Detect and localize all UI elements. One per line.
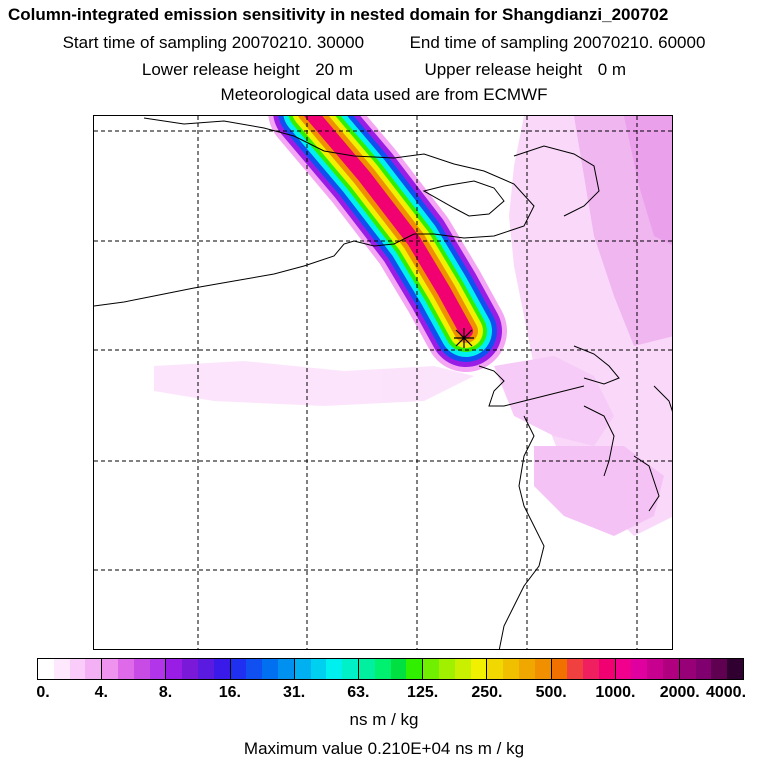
colorbar-segment — [598, 659, 615, 679]
colorbar-tick-label: 31. — [282, 684, 306, 701]
colorbar-segment — [374, 659, 391, 679]
receptor-star-marker — [454, 328, 474, 348]
colorbar-segment — [246, 659, 263, 679]
colorbar-segment — [293, 659, 311, 679]
colorbar-tick-label: 4000. — [705, 684, 747, 701]
colorbar-segment — [614, 659, 632, 679]
sampling-times: Start time of sampling 20070210. 30000 E… — [0, 33, 768, 53]
colorbar-segment — [117, 659, 134, 679]
colorbar-segment — [438, 659, 455, 679]
lower-label: Lower release height — [141, 60, 300, 79]
colorbar-segment — [357, 659, 375, 679]
colorbar-segment — [101, 659, 118, 679]
colorbar-tick-label: 125. — [407, 684, 439, 701]
colorbar-segment — [326, 659, 343, 679]
colorbar-segment — [38, 659, 54, 679]
colorbar-segment — [631, 659, 648, 679]
colorbar-segment — [711, 659, 728, 679]
colorbar-segment — [342, 659, 358, 679]
colorbar-tick-label: 2000. — [659, 684, 700, 701]
grid — [94, 116, 672, 649]
colorbar-tick-label: 16. — [218, 684, 241, 701]
colorbar-ticks: 0. 4. 8. 16. 31. 63. 125. 250. 500. 1000. 2000. 400… — [0, 684, 768, 704]
colorbar-segment — [197, 659, 214, 679]
start-value: 20070210. 30000 — [231, 33, 365, 52]
colorbar-segment — [229, 659, 247, 679]
colorbar-segment — [663, 659, 679, 679]
plume — [268, 116, 507, 372]
colorbar-segment — [454, 659, 471, 679]
colorbar-tick-label: 4. — [94, 684, 108, 701]
colorbar-segment — [678, 659, 696, 679]
colorbar-segment — [85, 659, 102, 679]
met-data-line: Meteorological data used are from ECMWF — [220, 85, 548, 104]
colorbar-segment — [647, 659, 664, 679]
colorbar-segment — [503, 659, 519, 679]
colorbar-tick-label: 8. — [158, 684, 173, 701]
colorbar-tick-label: 0. — [36, 684, 50, 701]
colorbar-segment — [165, 659, 183, 679]
map-canvas — [94, 116, 672, 649]
end-value: 20070210. 60000 — [573, 33, 706, 52]
colorbar-segment — [262, 659, 278, 679]
colorbar-tick-label: 1000. — [595, 684, 636, 701]
upper-value: 0 m — [597, 60, 627, 79]
lower-value: 20 m — [315, 60, 353, 79]
figure-title: Column-integrated emission sensitivity i… — [8, 5, 669, 24]
colorbar-tick-label: 250. — [471, 684, 503, 701]
colorbar-segment — [550, 659, 568, 679]
colorbar-segment — [567, 659, 584, 679]
map-panel — [93, 115, 673, 650]
colorbar-segment — [310, 659, 327, 679]
colorbar-segment — [486, 659, 504, 679]
colorbar-tick-label: 500. — [535, 684, 567, 701]
colorbar-segment — [695, 659, 712, 679]
upper-label: Upper release height — [424, 60, 583, 79]
end-label: End time of sampling — [409, 33, 569, 52]
colorbar-segment — [422, 659, 439, 679]
colorbar — [37, 658, 744, 680]
coastlines — [94, 117, 672, 649]
colorbar-segment — [727, 659, 744, 679]
colorbar-segment — [213, 659, 230, 679]
colorbar-segment — [69, 659, 86, 679]
colorbar-segment — [470, 659, 487, 679]
colorbar-segment — [583, 659, 599, 679]
colorbar-segment — [149, 659, 166, 679]
colorbar-tick-label: 63. — [347, 684, 370, 701]
colorbar-segment — [406, 659, 423, 679]
colorbar-segment — [133, 659, 150, 679]
colorbar-units: ns m / kg — [349, 710, 419, 729]
release-heights: Lower release height 20 m Upper release … — [0, 60, 768, 80]
colorbar-segment — [534, 659, 551, 679]
colorbar-segment — [277, 659, 294, 679]
max-value: Maximum value 0.210E+04 ns m / kg — [243, 739, 525, 758]
colorbar-segment — [182, 659, 198, 679]
start-label: Start time of sampling — [62, 33, 227, 52]
colorbar-segment — [518, 659, 535, 679]
colorbar-segment — [53, 659, 70, 679]
colorbar-segment — [390, 659, 407, 679]
